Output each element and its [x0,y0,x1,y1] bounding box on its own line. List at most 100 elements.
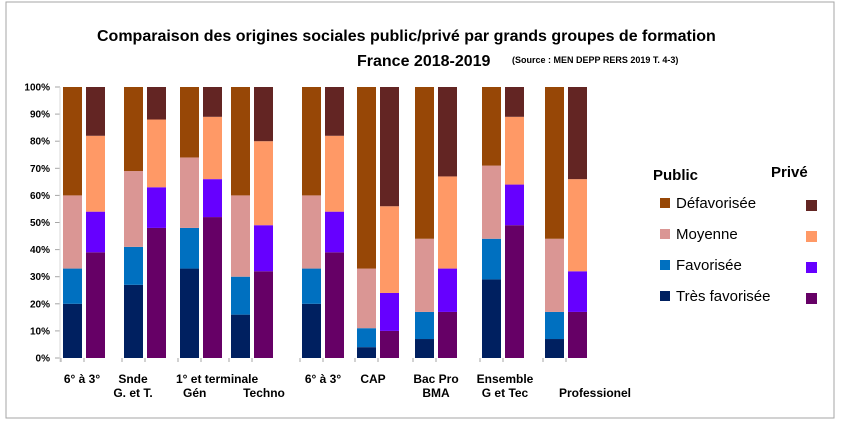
bar-segment-private-defavorisee [380,87,399,207]
bar-segment-private-moyenne [505,116,524,185]
bar-segment-public-defavorisee [357,87,376,269]
bar-segment-public-favorisee [545,311,564,340]
legend-swatch-private [806,262,817,273]
category-label: 6° à 3° [64,372,100,386]
bar-segment-public-favorisee [302,268,321,304]
bar-segment-public-favorisee [180,227,199,269]
category-label: Gén [183,386,206,400]
bar-segment-private-tres-favorisee [505,225,524,358]
bar-segment-public-moyenne [415,238,434,312]
bar-segment-public-moyenne [124,171,143,247]
bar-segment-public-moyenne [63,195,82,269]
bar-segment-public-favorisee [482,238,501,280]
legend-swatch-private [806,293,817,304]
bar-segment-public-tres-favorisee [302,303,321,358]
bar-segment-private-tres-favorisee [438,311,457,358]
bar-segment-public-moyenne [231,195,250,277]
bar-segment-private-defavorisee [203,87,222,117]
bar-segment-private-defavorisee [147,87,166,120]
bars [60,87,587,362]
bar-segment-private-tres-favorisee [380,330,399,358]
bar-segment-public-tres-favorisee [124,284,143,358]
category-label: Professionel [559,386,631,400]
y-tick-label: 0% [36,354,51,365]
bar-segment-public-tres-favorisee [482,279,501,358]
bar-segment-public-defavorisee [545,87,564,239]
legend-item-label: Défavorisée [676,195,756,212]
category-group [60,87,105,362]
bar-segment-private-favorisee [438,268,457,312]
bar-segment-public-moyenne [545,238,564,312]
y-tick-label: 90% [30,110,50,121]
bar-segment-public-favorisee [231,276,250,315]
bar-segment-private-tres-favorisee [203,217,222,358]
bar-segment-public-favorisee [124,246,143,285]
bar-segment-private-favorisee [505,184,524,226]
category-label: Bac Pro [413,372,458,386]
y-tick-label: 100% [24,83,50,94]
bar-segment-public-moyenne [180,157,199,228]
bar-segment-public-favorisee [415,311,434,340]
bar-segment-private-favorisee [380,292,399,331]
legend-item-label: Très favorisée [676,288,770,305]
legend-swatch-public [660,260,670,270]
bar-segment-public-defavorisee [482,87,501,166]
legend-swatch-private [806,231,817,242]
y-tick-label: 20% [30,299,50,310]
legend-swatch-public [660,198,670,208]
bar-segment-public-defavorisee [231,87,250,196]
bar-segment-public-tres-favorisee [545,339,564,358]
category-label: BMA [422,386,450,400]
legend-item-label: Moyenne [676,226,738,243]
bar-segment-private-moyenne [254,141,273,226]
category-label: G. et T. [113,386,152,400]
category-group [177,87,222,362]
y-tick-label: 50% [30,218,50,229]
bar-segment-private-favorisee [325,211,344,253]
bar-segment-private-tres-favorisee [86,252,105,358]
bar-segment-public-tres-favorisee [63,303,82,358]
category-group [354,87,399,362]
category-group [299,87,344,362]
bar-segment-private-tres-favorisee [325,252,344,358]
bar-segment-private-moyenne [147,119,166,188]
category-group [412,87,457,362]
bar-segment-private-favorisee [86,211,105,253]
category-label: Techno [243,386,285,400]
category-label: Snde [118,372,148,386]
bar-segment-private-defavorisee [438,87,457,177]
legend: Public Privé Défavorisée Moyenne Favorisée… [653,164,817,305]
y-tick-label: 80% [30,137,50,148]
bar-segment-public-defavorisee [180,87,199,158]
bar-segment-public-tres-favorisee [180,268,199,358]
chart-title: Comparaison des origines sociales public… [97,28,716,45]
legend-swatch-public [660,291,670,301]
legend-swatch-private [806,200,817,211]
legend-heading-private: Privé [771,164,808,181]
category-label: Ensemble [477,372,534,386]
bar-segment-private-defavorisee [86,87,105,136]
bar-segment-public-favorisee [357,328,376,348]
bar-segment-public-defavorisee [124,87,143,172]
chart-source: (Source : MEN DEPP RERS 2019 T. 4-3) [512,55,678,65]
category-group [228,87,273,362]
bar-segment-private-moyenne [438,176,457,269]
category-label: G et Tec [482,386,529,400]
y-tick-label: 40% [30,245,50,256]
bar-segment-public-defavorisee [63,87,82,196]
bar-segment-private-favorisee [203,179,222,218]
bar-segment-private-tres-favorisee [147,227,166,358]
bar-segment-public-tres-favorisee [415,339,434,358]
legend-swatch-public [660,229,670,239]
bar-segment-private-favorisee [254,225,273,272]
bar-segment-private-defavorisee [325,87,344,136]
bar-segment-public-defavorisee [415,87,434,239]
category-label: CAP [360,372,385,386]
category-group [479,87,524,362]
bar-segment-public-tres-favorisee [357,347,376,358]
bar-segment-private-defavorisee [568,87,587,180]
bar-segment-private-moyenne [325,135,344,212]
y-tick-label: 10% [30,326,50,337]
